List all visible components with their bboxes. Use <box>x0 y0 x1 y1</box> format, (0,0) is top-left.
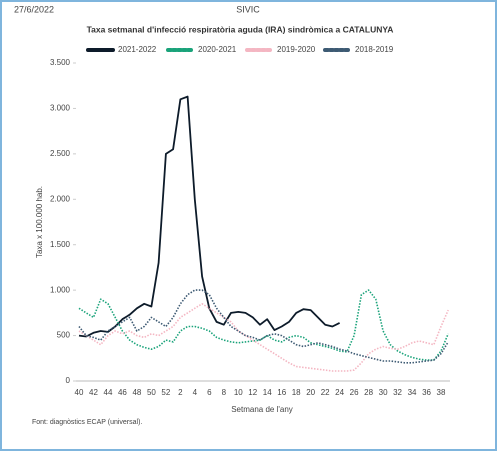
footer: Font: diagnòstics ECAP (universal). <box>32 419 142 426</box>
x-tick-label: 14 <box>263 388 272 397</box>
y-tick-label: 500 <box>57 331 71 340</box>
legend-label: 2019-2020 <box>277 45 316 54</box>
x-tick-label: 26 <box>350 388 359 397</box>
chart-title: Taxa setmanal d'infecció respiratòria ag… <box>87 24 394 34</box>
x-tick-label: 32 <box>393 388 402 397</box>
y-tick-label: 1.000 <box>50 285 71 294</box>
series-line <box>78 303 449 372</box>
series-line <box>78 289 449 364</box>
x-tick-label: 22 <box>321 388 330 397</box>
y-axis-label: Taxa x 100.000 hab. <box>35 186 44 258</box>
x-tick-label: 20 <box>306 388 315 397</box>
x-tick-label: 10 <box>234 388 243 397</box>
date: 27/6/2022 <box>14 4 54 14</box>
x-tick-label: 48 <box>132 388 141 397</box>
x-tick-label: 18 <box>292 388 301 397</box>
y-tick-label: 3.000 <box>50 104 71 113</box>
series-line <box>78 95 341 338</box>
legend-label: 2018-2019 <box>355 45 394 54</box>
legend-label: 2021-2022 <box>118 45 157 54</box>
x-tick-label: 50 <box>147 388 156 397</box>
x-tick-label: 24 <box>335 388 344 397</box>
x-tick-label: 42 <box>89 388 98 397</box>
x-tick-label: 4 <box>193 388 198 397</box>
x-tick-label: 52 <box>161 388 170 397</box>
source: SIVIC <box>236 4 260 14</box>
y-tick-label: 2.500 <box>50 149 71 158</box>
x-tick-label: 34 <box>408 388 417 397</box>
x-tick-label: 40 <box>75 388 84 397</box>
x-tick-label: 46 <box>118 388 127 397</box>
legend-label: 2020-2021 <box>198 45 237 54</box>
x-tick-label: 36 <box>422 388 431 397</box>
series-line <box>78 289 449 361</box>
x-tick-label: 28 <box>364 388 373 397</box>
x-tick-label: 16 <box>277 388 286 397</box>
x-tick-label: 2 <box>178 388 183 397</box>
x-tick-label: 8 <box>222 388 227 397</box>
x-tick-label: 6 <box>207 388 212 397</box>
x-tick-label: 44 <box>104 388 113 397</box>
x-axis-label: Setmana de l'any <box>231 405 293 414</box>
y-tick-label: 0 <box>66 376 71 385</box>
x-tick-label: 30 <box>379 388 388 397</box>
y-tick-label: 1.500 <box>50 240 71 249</box>
y-tick-label: 2.000 <box>50 194 71 203</box>
y-tick-label: 3.500 <box>50 58 71 67</box>
x-tick-label: 38 <box>437 388 446 397</box>
x-tick-label: 12 <box>248 388 257 397</box>
